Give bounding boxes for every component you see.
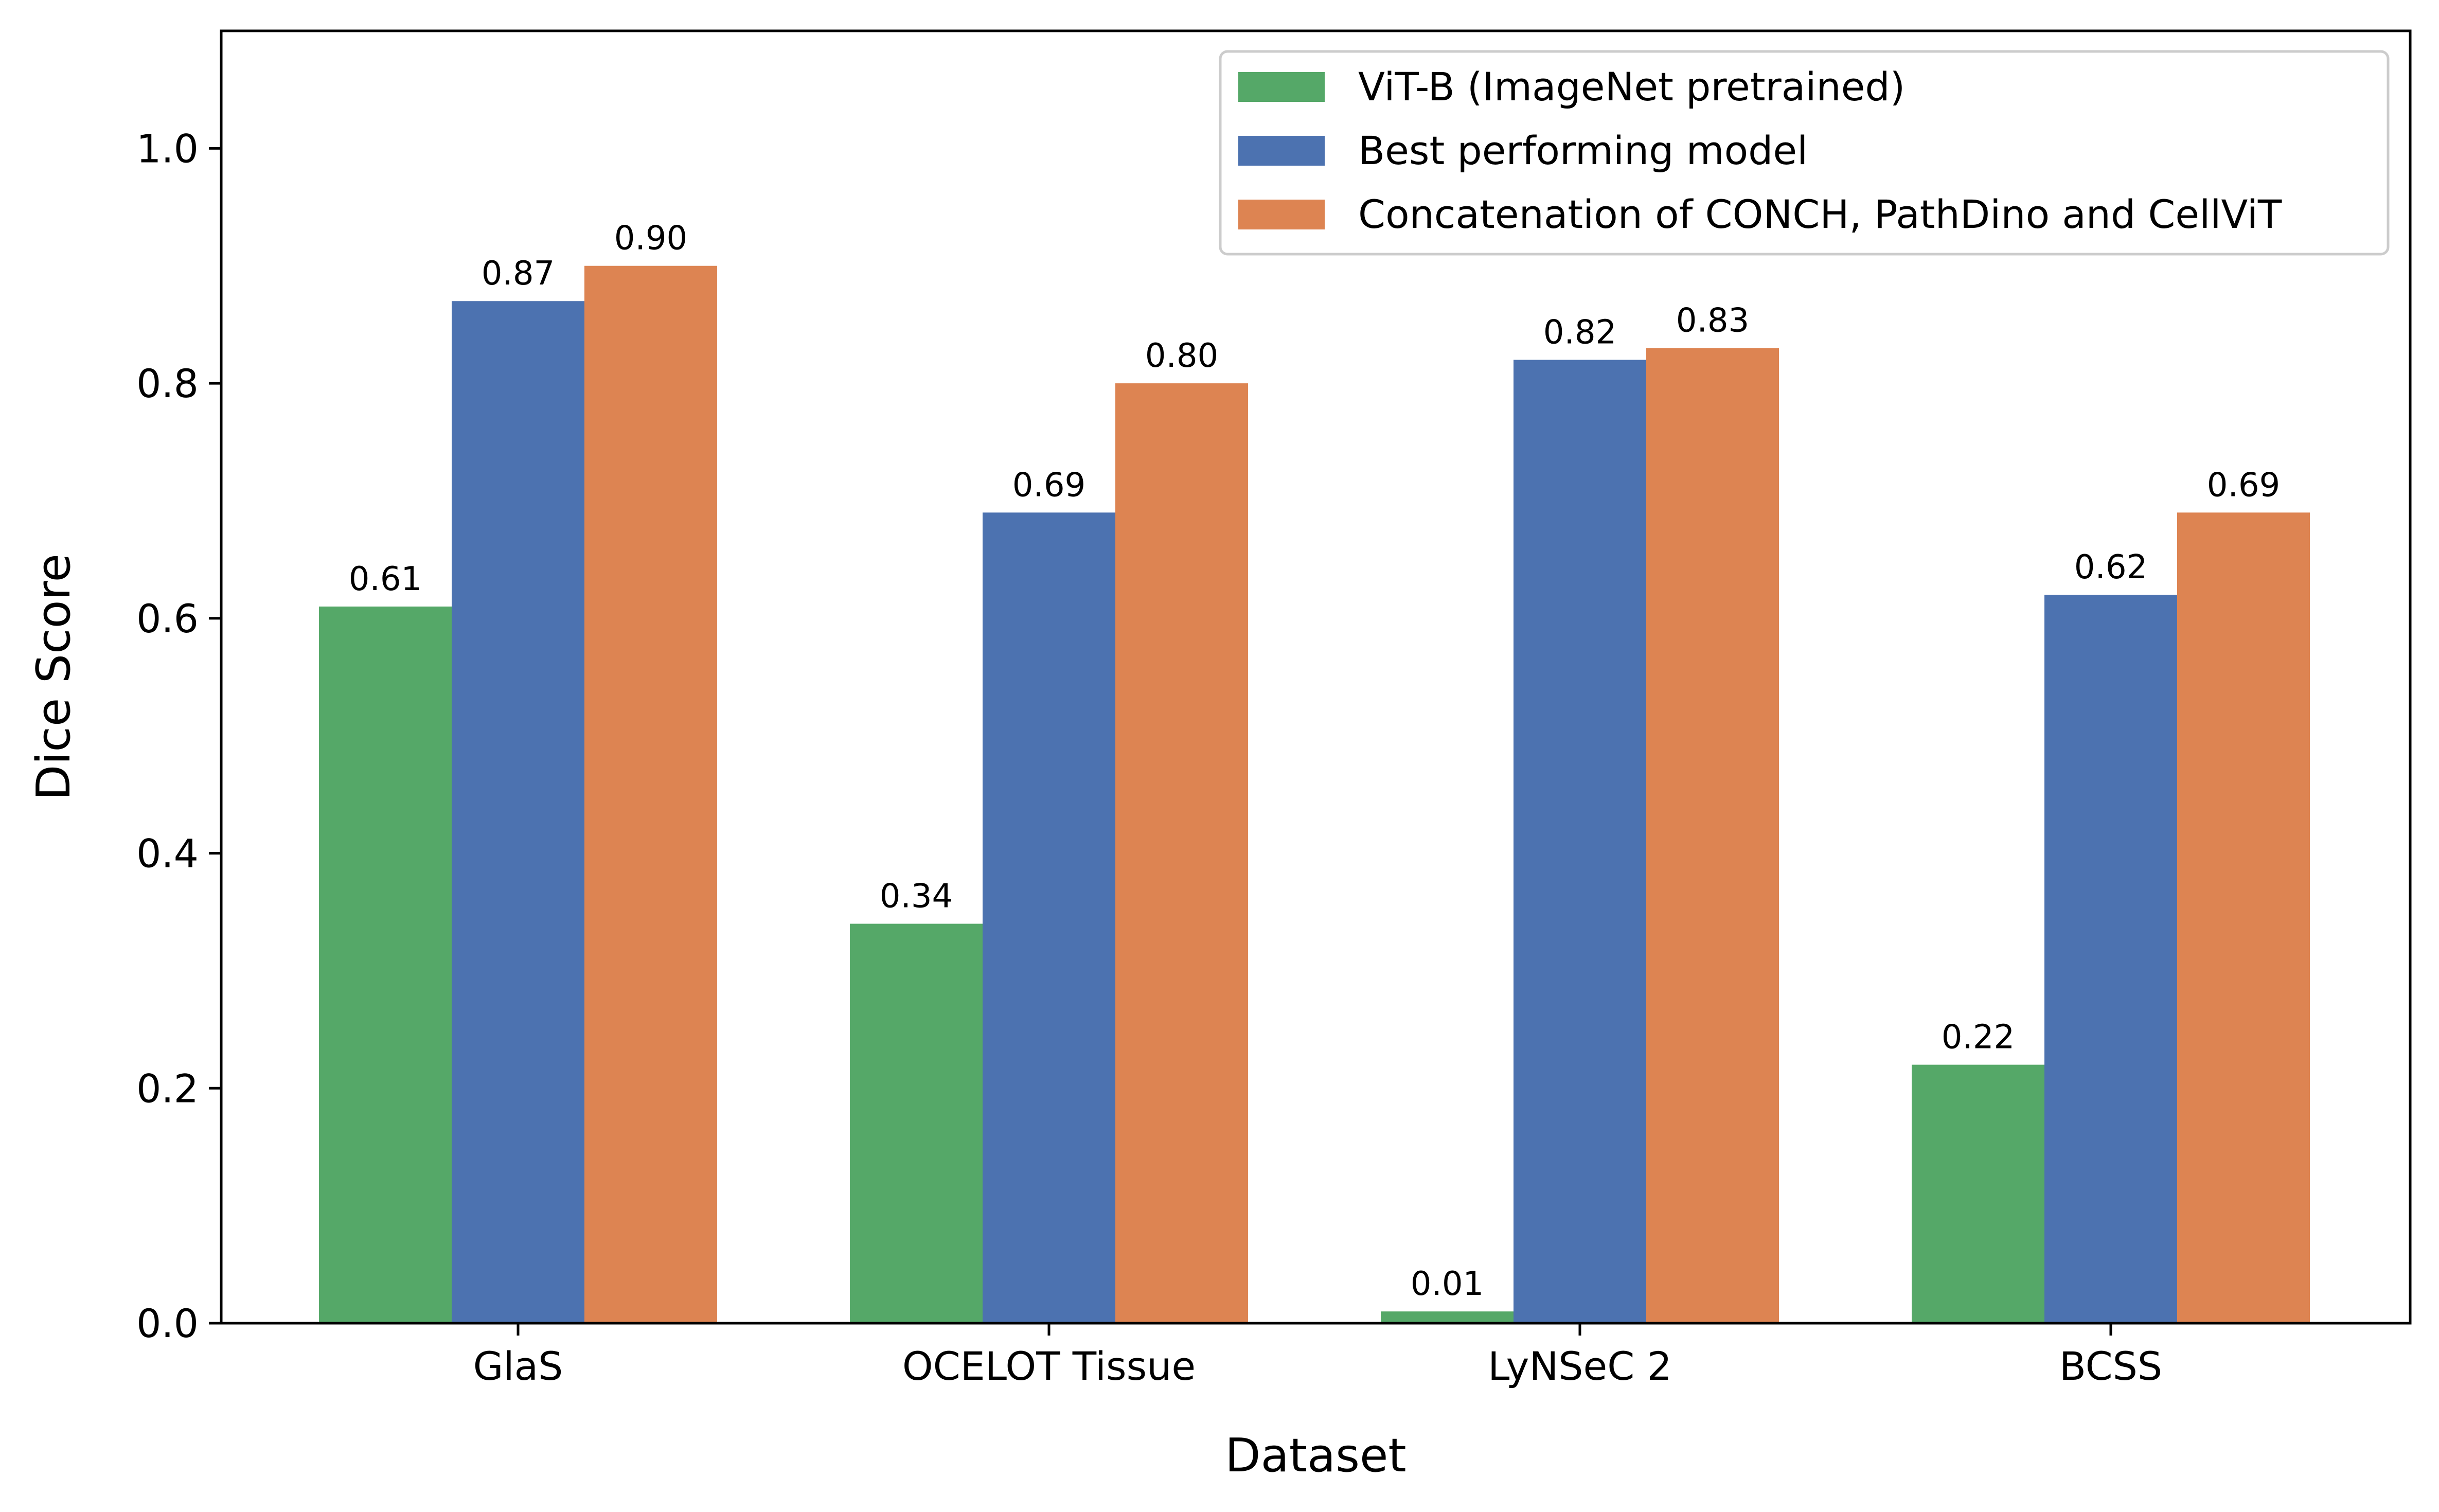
y-tick-label-1: 0.2 [136,1065,199,1111]
y-axis-label: Dice Score [27,554,81,801]
bars-layer [319,265,2310,1324]
y-tick-label-2: 0.4 [136,831,199,877]
data-label-2-1: 0.80 [1145,337,1219,375]
data-labels-layer: 0.61 0.34 0.01 0.22 0.87 0.69 0.82 0.62 0.90 0.80… [349,220,2281,1303]
bar-2-0 [584,265,717,1323]
data-label-2-3: 0.69 [2207,466,2281,504]
y-tick-label-4: 0.8 [136,361,199,406]
bar-0-1 [850,923,983,1323]
bar-2-3 [2177,512,2310,1323]
plot-frame [220,29,2412,1325]
legend-label-2: Concatenation of CONCH, PathDino and Cel… [1358,191,2282,237]
x-tick-label-0: GlaS [473,1343,563,1389]
x-tick-label-3: BCSS [2059,1343,2162,1389]
y-tick-label-3: 0.6 [136,596,199,642]
bar-1-0 [452,301,584,1324]
y-tick-label-5: 1.0 [136,126,199,171]
data-label-1-0: 0.87 [482,255,555,293]
data-label-0-0: 0.61 [349,560,422,598]
bar-2-2 [1646,348,1779,1324]
data-label-1-2: 0.82 [1543,313,1617,351]
legend-label-0: ViT-B (ImageNet pretrained) [1358,64,1905,110]
axes-layer: 0.0 0.2 0.4 0.6 0.8 1.0 GlaS OCELOT Tissue LyNSe… [27,29,2412,1483]
data-label-0-2: 0.01 [1411,1265,1484,1303]
data-label-2-2: 0.83 [1676,302,1750,340]
x-tick-label-1: OCELOT Tissue [902,1343,1196,1389]
legend-swatch-2 [1238,200,1325,229]
y-tick-label-0: 0.0 [136,1301,199,1346]
bar-0-3 [1912,1064,2044,1323]
legend-label-1: Best performing model [1358,128,1808,173]
legend: ViT-B (ImageNet pretrained) Best performi… [1219,50,2390,256]
bar-1-1 [983,512,1115,1323]
legend-box [1219,50,2390,256]
bar-0-2 [1381,1311,1514,1323]
bar-2-1 [1115,383,1248,1324]
bar-0-0 [319,606,452,1323]
data-label-1-1: 0.69 [1012,466,1086,504]
data-label-0-3: 0.22 [1942,1019,2015,1057]
bar-1-3 [2044,595,2177,1323]
legend-swatch-1 [1238,136,1325,166]
data-label-0-1: 0.34 [880,878,953,916]
bar-1-2 [1514,360,1646,1323]
x-axis-label: Dataset [1225,1429,1406,1483]
x-tick-label-2: LyNSeC 2 [1488,1343,1672,1389]
legend-swatch-0 [1238,72,1325,102]
data-label-1-3: 0.62 [2074,548,2148,586]
data-label-2-0: 0.90 [614,220,688,258]
